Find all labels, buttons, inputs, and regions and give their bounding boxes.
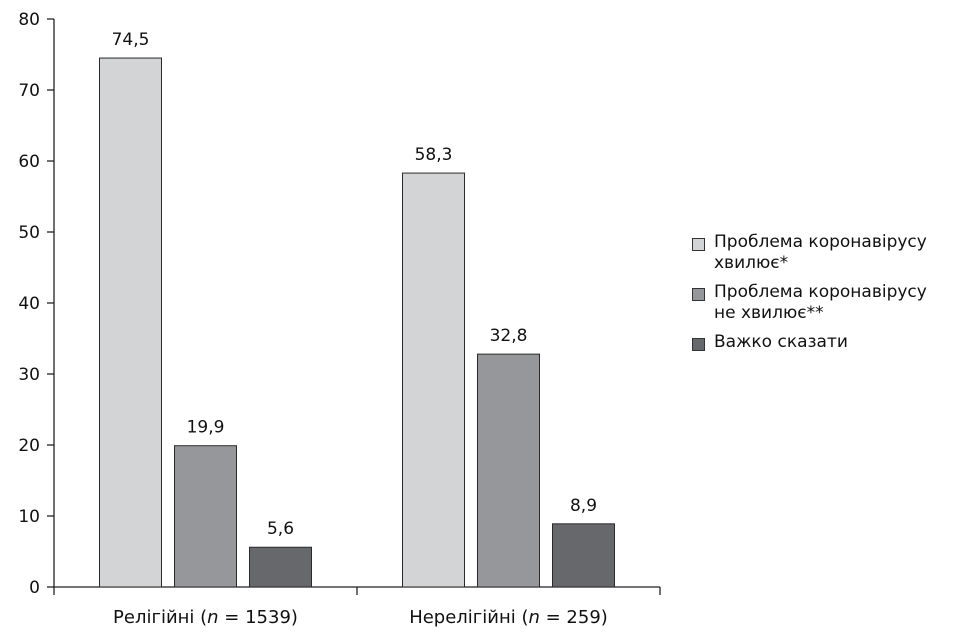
bar-value-label: 8,9 — [570, 496, 597, 516]
y-tick-label: 0 — [29, 578, 40, 598]
y-tick-label: 30 — [18, 365, 40, 385]
bar — [402, 172, 465, 588]
legend: Проблема коронавірусу хвилює* Проблема к… — [692, 232, 954, 361]
legend-label: Проблема коронавірусу не хвилює** — [714, 282, 927, 323]
bar-value-label: 5,6 — [267, 519, 294, 539]
bar-value-label: 19,9 — [187, 418, 225, 438]
category-label: Нерелігійні (n = 259) — [409, 607, 608, 628]
legend-label: Важко сказати — [714, 332, 848, 352]
bar-value-label: 58,3 — [415, 145, 453, 165]
category-labels: Релігійні (n = 1539) Нерелігійні (n = 259… — [113, 607, 608, 628]
y-tick-label: 60 — [18, 152, 40, 172]
bar-value-label: 74,5 — [112, 30, 150, 50]
legend-item-not-concerned: Проблема коронавірусу не хвилює** — [692, 282, 954, 324]
legend-item-hard-to-say: Важко сказати — [692, 332, 954, 353]
legend-swatch-concerned — [692, 238, 705, 251]
bar — [552, 523, 615, 588]
y-tick-label: 40 — [18, 294, 40, 314]
legend-label: Проблема коронавірусу хвилює* — [714, 232, 927, 273]
bar — [249, 546, 312, 588]
y-tick-label: 10 — [18, 507, 40, 527]
x-axis — [53, 586, 661, 595]
y-tick-label: 70 — [18, 81, 40, 101]
legend-swatch-not-concerned — [692, 288, 705, 301]
bar — [174, 445, 237, 588]
bar-value-label: 32,8 — [490, 326, 528, 346]
category-label: Релігійні (n = 1539) — [113, 607, 298, 628]
legend-swatch-hard-to-say — [692, 338, 705, 351]
y-axis: 0 10 20 30 40 50 60 70 80 — [18, 10, 55, 598]
y-tick-label: 80 — [18, 10, 40, 30]
bar — [99, 57, 162, 588]
y-tick-label: 20 — [18, 436, 40, 456]
bar — [477, 353, 540, 588]
y-tick-label: 50 — [18, 223, 40, 243]
bars — [99, 57, 615, 588]
legend-item-concerned: Проблема коронавірусу хвилює* — [692, 232, 954, 274]
bar-value-labels: 74,5 19,9 5,6 58,3 32,8 8,9 — [112, 30, 597, 539]
